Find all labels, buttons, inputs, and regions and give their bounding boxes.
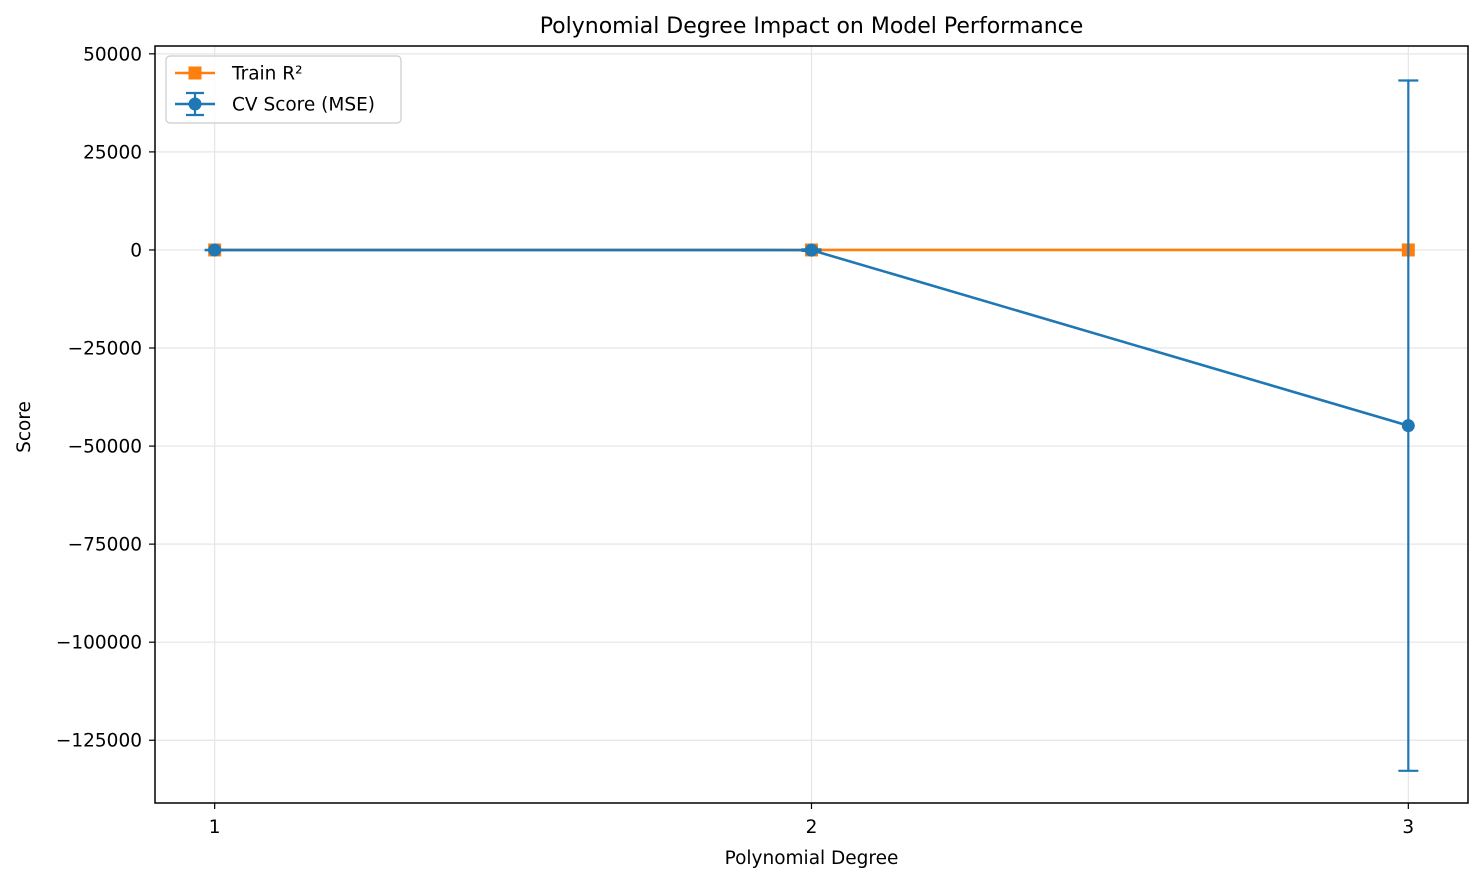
- legend-item: Train R²: [175, 64, 303, 85]
- data-point: [1401, 419, 1415, 433]
- data-point: [208, 243, 222, 257]
- y-tick-label: 25000: [83, 142, 142, 163]
- y-tick-label: −50000: [68, 437, 142, 458]
- axis-ticks: 50000 25000 0 −25000 −50000 −75000 −100000 −125…: [56, 44, 1414, 838]
- y-tick-label: −100000: [56, 633, 142, 654]
- legend-label: CV Score (MSE): [232, 95, 375, 116]
- plot-data: [204, 79, 1419, 772]
- y-tick-label: −75000: [68, 535, 142, 556]
- legend-label: Train R²: [231, 64, 303, 85]
- y-axis-title: Score: [14, 401, 35, 453]
- series-cv-score: [204, 79, 1419, 772]
- y-tick-label: −125000: [56, 731, 142, 752]
- legend-marker: [188, 66, 202, 80]
- y-tick-label: −25000: [68, 339, 142, 360]
- legend-box: [165, 55, 402, 124]
- chart-title: Polynomial Degree Impact on Model Perfor…: [540, 14, 1084, 39]
- x-tick-label: 3: [1402, 817, 1414, 838]
- x-tick-label: 2: [806, 817, 818, 838]
- legend-item: CV Score (MSE): [175, 91, 375, 117]
- legend: Train R² CV Score (MSE): [165, 55, 402, 124]
- y-tick-label: 50000: [83, 44, 142, 65]
- data-point: [805, 243, 818, 257]
- x-tick-label: 1: [209, 817, 221, 838]
- x-axis-title: Polynomial Degree: [725, 848, 899, 869]
- legend-marker: [188, 97, 202, 111]
- y-tick-label: 0: [130, 240, 142, 261]
